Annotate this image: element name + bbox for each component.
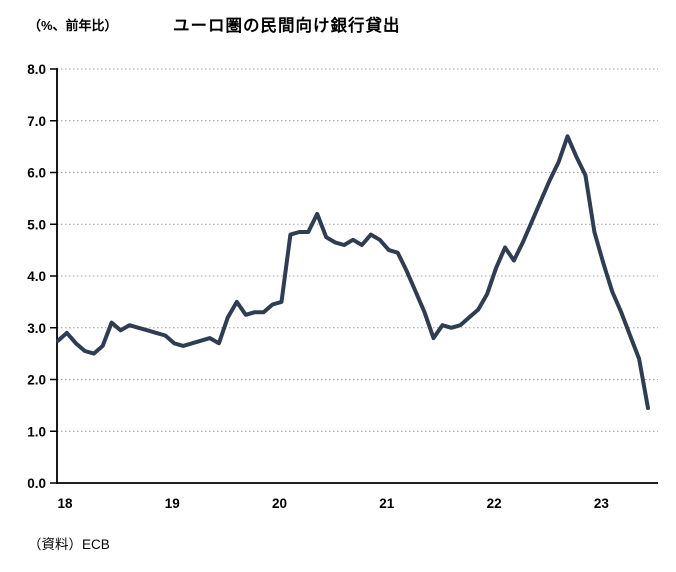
x-tick-label: 22 bbox=[487, 496, 502, 511]
y-tick-label: 2.0 bbox=[27, 373, 46, 388]
x-tick-label: 19 bbox=[165, 496, 180, 511]
y-tick-label: 1.0 bbox=[27, 424, 46, 439]
y-tick-label: 5.0 bbox=[27, 217, 46, 232]
y-tick-label: 8.0 bbox=[27, 62, 46, 77]
y-axis-unit-label: （%、前年比） bbox=[28, 18, 118, 33]
y-tick-label: 4.0 bbox=[27, 269, 46, 284]
x-tick-label: 20 bbox=[272, 496, 287, 511]
x-tick-label: 21 bbox=[379, 496, 395, 511]
lending-line bbox=[56, 134, 650, 410]
x-tick-label: 18 bbox=[57, 496, 73, 511]
source-label: （資料）ECB bbox=[28, 537, 110, 552]
x-tick-label: 23 bbox=[594, 496, 610, 511]
y-tick-label: 3.0 bbox=[27, 321, 46, 336]
chart-title: ユーロ圏の民間向け銀行貸出 bbox=[173, 17, 401, 35]
y-tick-label: 6.0 bbox=[27, 166, 46, 181]
y-tick-label: 0.0 bbox=[27, 476, 46, 491]
y-tick-label: 7.0 bbox=[27, 114, 46, 129]
